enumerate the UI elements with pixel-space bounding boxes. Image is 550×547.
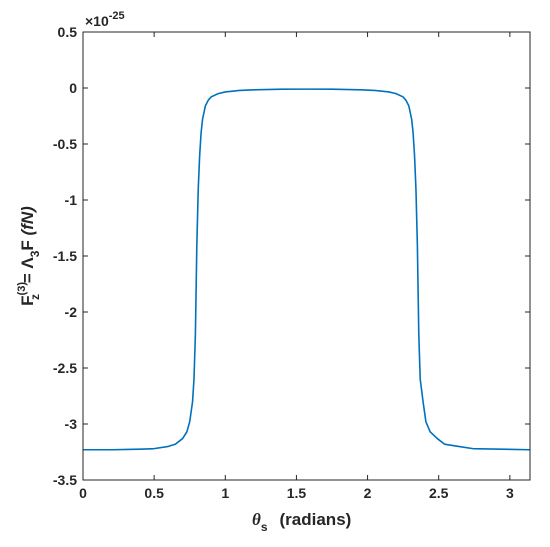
series-line	[83, 88, 531, 451]
y-axis-F: F	[18, 295, 37, 305]
y-axis-unit: (fN)	[18, 206, 37, 236]
x-axis-sub-s: s	[261, 520, 268, 534]
exponent-label: ×10-25	[85, 10, 125, 29]
y-axis-sub-z: z	[28, 294, 42, 300]
y-axis-label: F(3)z = Λ3F (fN)	[16, 206, 42, 306]
y-tick-label: -2.5	[53, 360, 77, 376]
x-tick-label: 1.5	[287, 485, 307, 501]
y-tick-label: -1	[65, 192, 78, 208]
y-tick-label: -2	[65, 304, 78, 320]
exponent-power: -25	[109, 10, 125, 22]
x-tick-label: 3	[506, 485, 514, 501]
y-tick-label: -3	[65, 416, 78, 432]
y-tick-label: -0.5	[53, 136, 77, 152]
x-tick-label: 0	[79, 485, 87, 501]
ticks-layer: 0 0.5 1 1.5 2 2.5 3 0.5 0 -0.5 -1 -1.5 -2 -2.5 -3 -3.5	[53, 24, 530, 501]
y-axis-sup3: (3)	[16, 282, 28, 296]
x-tick-label: 1	[221, 485, 229, 501]
y-axis-sub3: 3	[28, 250, 42, 257]
series-layer	[83, 88, 531, 451]
y-tick-label: -3.5	[53, 472, 77, 488]
x-tick-label: 2.5	[429, 485, 449, 501]
y-tick-label: -1.5	[53, 248, 77, 264]
y-axis-F2: F	[18, 235, 37, 250]
x-axis-text: (radians)	[280, 510, 352, 529]
y-axis-eq: = Λ	[18, 257, 37, 288]
y-tick-label: 0	[69, 80, 77, 96]
exponent-base: ×10	[85, 13, 109, 29]
plot-area	[83, 32, 530, 480]
x-axis-theta: θ	[252, 510, 261, 529]
x-tick-label: 2	[364, 485, 372, 501]
x-axis-label: θs (radians)	[252, 510, 351, 534]
y-tick-label: 0.5	[58, 24, 78, 40]
x-tick-label: 0.5	[144, 485, 164, 501]
